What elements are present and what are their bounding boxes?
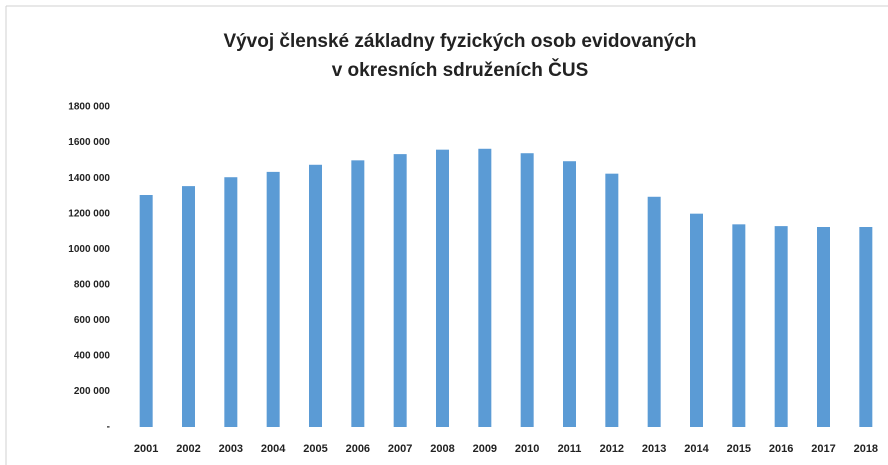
x-tick-label: 2010 (515, 443, 539, 455)
y-tick-label: 1800 000 (68, 102, 110, 113)
x-tick-label: 2002 (176, 443, 200, 455)
x-tick-label: 2012 (600, 443, 624, 455)
bar (520, 153, 534, 427)
x-tick-label: 2014 (684, 443, 709, 455)
y-tick-label: 1400 000 (68, 173, 110, 184)
x-tick-label: 2006 (346, 443, 370, 455)
bar (351, 160, 365, 428)
chart-title: Vývoj členské základny fyzických osob ev… (223, 31, 696, 52)
x-tick-label: 2001 (134, 443, 158, 455)
x-tick-label: 2003 (219, 443, 243, 455)
bar (266, 171, 280, 427)
bar (139, 195, 153, 427)
bar (605, 173, 619, 427)
y-tick-label: 1000 000 (68, 244, 110, 255)
x-tick-label: 2017 (811, 443, 835, 455)
bar (393, 154, 407, 427)
x-tick-label: 2013 (642, 443, 666, 455)
y-tick-label: 600 000 (74, 315, 111, 326)
bar (436, 149, 449, 427)
x-tick-label: 2005 (303, 443, 327, 455)
bar (182, 186, 195, 427)
bar (478, 148, 492, 427)
y-tick-label: 1200 000 (68, 208, 110, 219)
y-tick-label: 800 000 (74, 279, 111, 290)
bar (647, 196, 661, 427)
y-tick-label: 400 000 (74, 351, 111, 362)
y-tick-label: - (107, 422, 110, 433)
bar (309, 164, 322, 427)
chart-title: v okresních sdruženích ČUS (332, 59, 589, 81)
bar (732, 224, 746, 427)
y-tick-label: 1600 000 (68, 137, 110, 148)
x-tick-label: 2008 (430, 443, 454, 455)
x-tick-label: 2015 (727, 443, 751, 455)
bar (859, 227, 873, 427)
bar (690, 213, 703, 427)
bar (817, 227, 830, 427)
x-tick-label: 2016 (769, 443, 793, 455)
y-tick-label: 200 000 (74, 386, 111, 397)
x-tick-label: 2018 (854, 443, 878, 455)
bar (774, 226, 788, 427)
x-tick-label: 2004 (261, 443, 286, 455)
x-tick-label: 2007 (388, 443, 412, 455)
bar (563, 161, 576, 427)
x-tick-label: 2011 (558, 443, 582, 455)
bar (224, 177, 238, 427)
x-tick-label: 2009 (473, 443, 497, 455)
